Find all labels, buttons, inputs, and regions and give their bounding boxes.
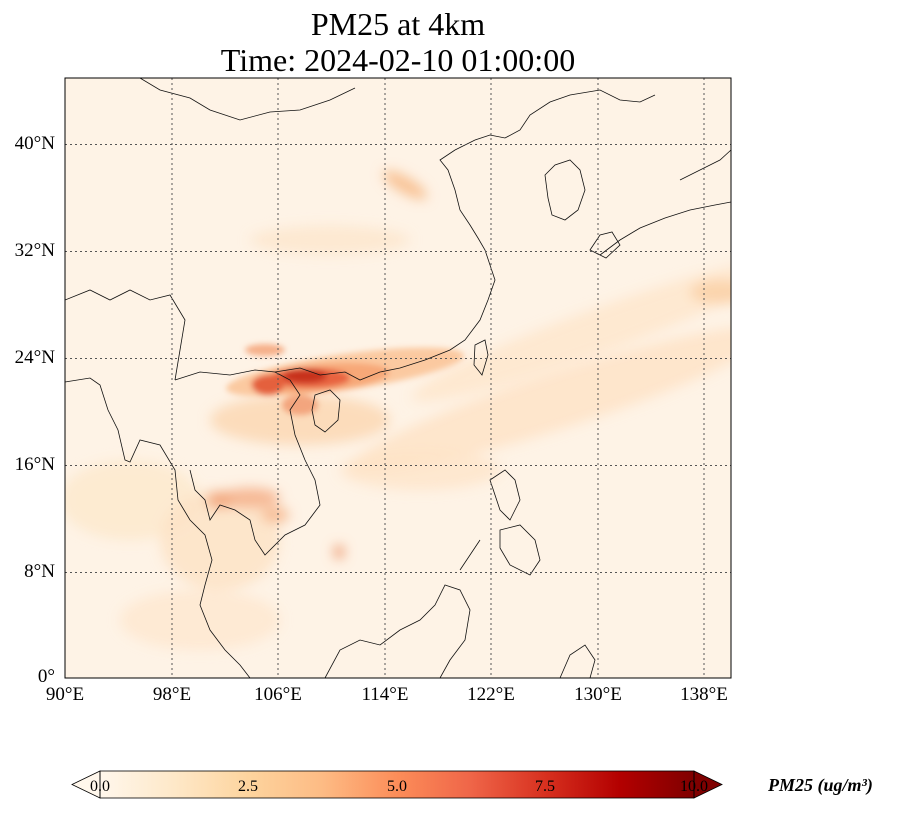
colorbar-tick-7-5: 7.5 xyxy=(535,778,555,795)
lon-tick-98e: 98°E xyxy=(152,684,192,705)
lon-tick-138e: 138°E xyxy=(680,684,728,705)
map-title: PM25 at 4km xyxy=(310,6,486,42)
lon-tick-130e: 130°E xyxy=(574,684,622,705)
pm25-field xyxy=(65,78,731,678)
lat-tick-8n: 8°N xyxy=(24,561,55,582)
lon-tick-90e: 90°E xyxy=(45,684,85,705)
lat-tick-32n: 32°N xyxy=(14,240,55,261)
lat-tick-24n: 24°N xyxy=(14,347,55,368)
lon-tick-122e: 122°E xyxy=(467,684,515,705)
colorbar-label: PM25 (ug/m³) xyxy=(768,775,873,795)
colorbar xyxy=(71,770,723,799)
lon-tick-106e: 106°E xyxy=(254,684,302,705)
map-time: Time: 2024-02-10 01:00:00 xyxy=(220,42,576,78)
map-frame xyxy=(64,77,732,679)
lat-tick-16n: 16°N xyxy=(14,454,55,475)
colorbar-tick-5: 5.0 xyxy=(387,778,407,795)
colorbar-tick-10: 10.0 xyxy=(680,778,708,795)
gridlines xyxy=(65,78,731,678)
coastlines xyxy=(65,78,731,678)
colorbar-tick-0: 0.0 xyxy=(90,778,110,795)
lon-tick-114e: 114°E xyxy=(361,684,409,705)
lat-tick-0: 0° xyxy=(37,666,55,687)
lat-tick-40n: 40°N xyxy=(14,133,55,154)
colorbar-tick-2-5: 2.5 xyxy=(238,778,258,795)
